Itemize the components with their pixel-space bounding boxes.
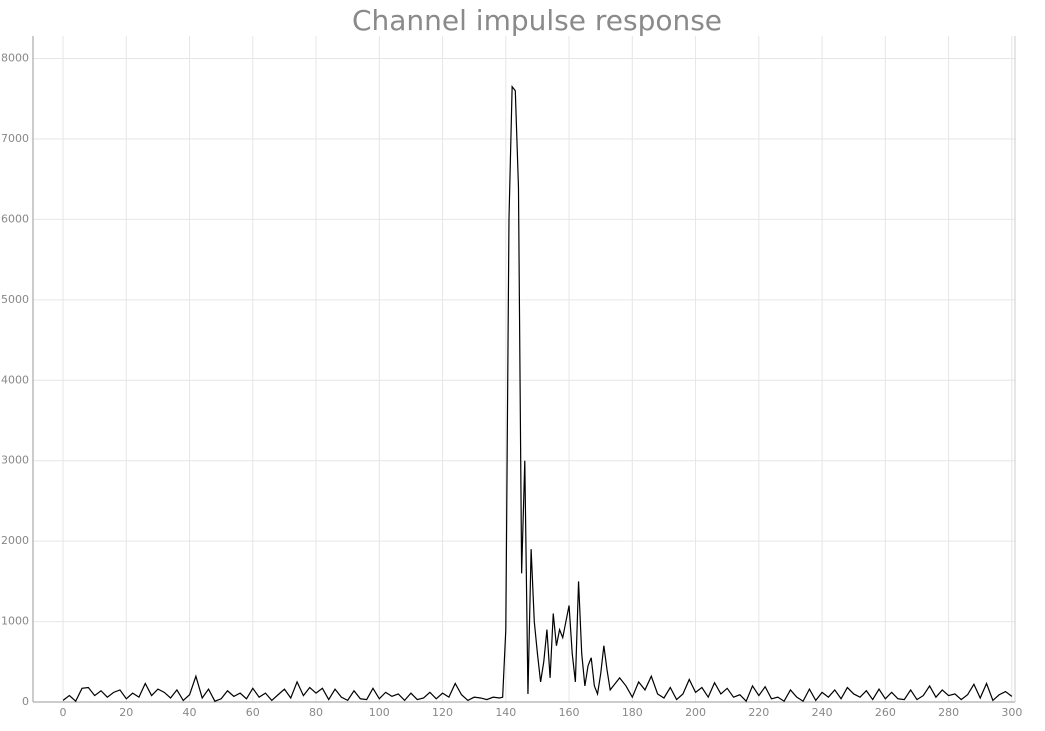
chart-title: Channel impulse response (352, 4, 722, 37)
x-tick-label: 60 (246, 706, 260, 719)
y-tick-label: 2000 (1, 534, 29, 547)
x-tick-label: 120 (432, 706, 453, 719)
x-tick-label: 300 (1001, 706, 1022, 719)
y-tick-label: 6000 (1, 212, 29, 225)
x-tick-label: 180 (622, 706, 643, 719)
x-tick-label: 200 (685, 706, 706, 719)
x-tick-label: 160 (559, 706, 580, 719)
y-tick-label: 4000 (1, 373, 29, 386)
y-tick-label: 8000 (1, 52, 29, 65)
y-tick-label: 0 (22, 695, 29, 708)
x-tick-label: 20 (119, 706, 133, 719)
y-tick-label: 7000 (1, 132, 29, 145)
x-tick-label: 280 (938, 706, 959, 719)
y-tick-label: 3000 (1, 454, 29, 467)
x-tick-label: 40 (183, 706, 197, 719)
x-tick-label: 240 (812, 706, 833, 719)
x-tick-label: 260 (875, 706, 896, 719)
x-tick-label: 100 (369, 706, 390, 719)
y-tick-label: 5000 (1, 293, 29, 306)
x-tick-label: 140 (495, 706, 516, 719)
line-series (62, 84, 1013, 703)
x-tick-label: 220 (748, 706, 769, 719)
x-tick-label: 0 (60, 706, 67, 719)
y-tick-label: 1000 (1, 615, 29, 628)
x-tick-label: 80 (309, 706, 323, 719)
